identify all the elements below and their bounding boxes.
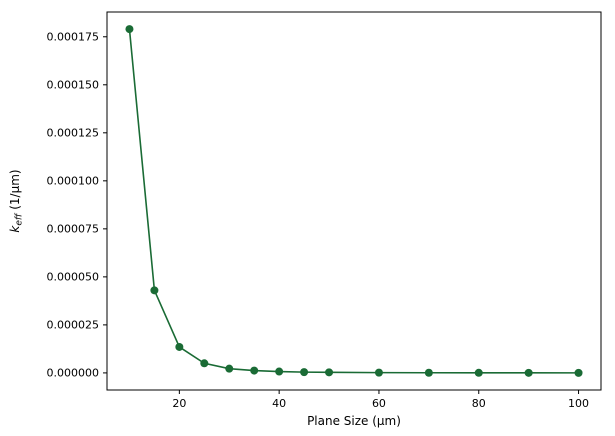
data-point [150, 286, 159, 295]
y-tick-label: 0.000025 [47, 318, 100, 331]
data-point [225, 364, 234, 373]
data-point [200, 359, 209, 368]
data-point [275, 367, 284, 376]
y-tick-label: 0.000075 [47, 222, 100, 235]
data-point [175, 342, 184, 351]
data-point [424, 368, 433, 377]
plot-frame [106, 11, 602, 391]
y-tick-label: 0.000150 [47, 78, 100, 91]
x-tick-label: 40 [272, 397, 286, 410]
y-tick-label: 0.000125 [47, 126, 100, 139]
x-tick-label: 80 [472, 397, 486, 410]
y-tick-label: 0.000050 [47, 270, 100, 283]
x-tick-label: 60 [372, 397, 386, 410]
data-point [250, 366, 259, 375]
x-axis-label: Plane Size (μm) [307, 414, 401, 428]
y-tick-label: 0.000100 [47, 174, 100, 187]
x-tick-label: 100 [568, 397, 589, 410]
x-tick-label: 20 [172, 397, 186, 410]
data-line [128, 29, 579, 374]
data-point [300, 368, 309, 377]
data-point [524, 368, 533, 377]
data-point [125, 25, 134, 34]
y-tick-label: 0.000175 [47, 30, 100, 43]
data-point [574, 368, 583, 377]
data-point [374, 368, 383, 377]
y-tick-label: 0.000000 [47, 366, 100, 379]
y-axis-label: keff (1/μm) [8, 169, 25, 232]
data-point [325, 368, 334, 377]
data-point [474, 368, 483, 377]
